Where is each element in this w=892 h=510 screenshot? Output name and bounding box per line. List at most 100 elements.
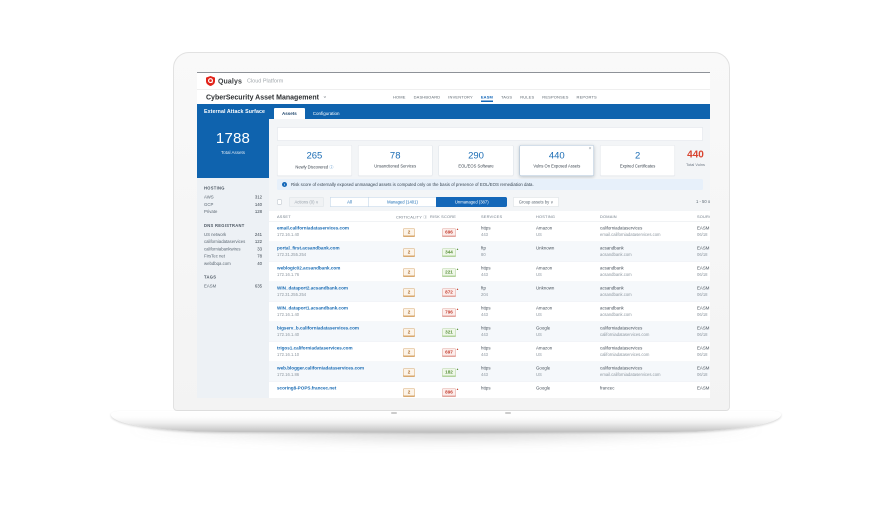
source-date: 06/18 xyxy=(697,232,708,237)
asset-name-link[interactable]: scoring8-POPS.francec.net xyxy=(277,385,337,391)
facet-item[interactable]: Private 128 xyxy=(204,208,262,215)
facet-item-count: 312 xyxy=(254,194,262,200)
nav-item-rules[interactable]: RULES xyxy=(520,94,535,100)
segment-all[interactable]: All xyxy=(330,197,369,207)
nav-item-reports[interactable]: REPORTS xyxy=(576,94,597,100)
asset-cell: WIN_dataport2.acsandbank.com 172.31.255.2… xyxy=(277,286,387,298)
facet-item[interactable]: AWS 312 xyxy=(204,194,262,201)
nav-item-inventory[interactable]: INVENTORY xyxy=(448,94,473,100)
asset-name-link[interactable]: portal_first.acsandbank.com xyxy=(277,245,340,251)
domain-cell: francec xyxy=(600,386,694,391)
risk-score-cell: 796 ▲ xyxy=(429,307,469,317)
facet-item[interactable]: californiabankwires 33 xyxy=(204,245,262,252)
facet-item[interactable]: webdbqa.com 40 xyxy=(204,260,262,267)
service-name: ftp xyxy=(481,285,486,291)
facet-item-count: 140 xyxy=(254,201,262,207)
service-name: https xyxy=(481,225,491,231)
hosting-cell: Amazon US xyxy=(536,266,596,278)
service-port: 443 xyxy=(481,352,488,357)
criticality-cell: 2 xyxy=(389,287,429,297)
search-input[interactable] xyxy=(277,127,703,141)
group-assets-by-dropdown[interactable]: Group assets by ∨ xyxy=(513,197,559,207)
column-header-hosting[interactable]: HOSTING xyxy=(536,214,556,220)
asset-name-link[interactable]: WIN_dataport2.acsandbank.com xyxy=(277,285,348,291)
risk-score-chip: 221 ▲ xyxy=(442,268,459,277)
nav-item-home[interactable]: HOME xyxy=(393,94,406,100)
asset-cell: WIN_dataport1.acsandbank.com 172.16.1.40 xyxy=(277,306,387,318)
criticality-cell: 2 xyxy=(389,347,429,357)
total-assets-box: 1788 Total Assets xyxy=(197,119,269,178)
nav-item-easm[interactable]: EASM xyxy=(480,92,494,102)
asset-ip: 172.16.1.76 xyxy=(277,272,300,277)
chevron-down-icon[interactable]: ∨ xyxy=(322,95,327,99)
services-cell: https 443 xyxy=(481,226,531,238)
asset-name-link[interactable]: bigserv_b.californiadataservices.com xyxy=(277,325,359,331)
select-all-checkbox[interactable] xyxy=(277,199,282,205)
actions-dropdown[interactable]: Actions (0) ∨ xyxy=(289,197,325,207)
nav-item-dashboard[interactable]: DASHBOARD xyxy=(413,94,441,100)
services-cell: https 443 xyxy=(481,326,531,338)
tab-assets[interactable]: Assets xyxy=(274,108,305,119)
column-header-asset[interactable]: ASSET xyxy=(277,214,291,220)
asset-ip: 172.16.1.86 xyxy=(277,372,300,377)
total-vulns-value: 440 xyxy=(687,149,704,160)
facet-item[interactable]: US network 241 xyxy=(204,231,262,238)
domain-cell: acsandbank acsandbank.com xyxy=(600,246,694,258)
app-titlebar: CyberSecurity Asset Management ∨ HOME DAS… xyxy=(197,90,710,104)
nav-item-tags[interactable]: TAGS xyxy=(501,94,513,100)
hosting-region: US xyxy=(536,232,542,237)
segment-managed-1401-[interactable]: Managed (1401) xyxy=(368,197,437,207)
asset-name-link[interactable]: trigos1.californiadataservices.com xyxy=(277,345,353,351)
column-header-sources[interactable]: SOURCES xyxy=(697,214,710,220)
hosting-region: US xyxy=(536,332,542,337)
hosting-provider: Amazon xyxy=(536,225,553,231)
asset-cell: web.blogger.californiadataservices.com 17… xyxy=(277,366,387,378)
facet-item[interactable]: EASM 635 xyxy=(204,283,262,290)
pagination-text: 1 - 50 of 387 xyxy=(696,199,710,204)
pagination: 1 - 50 of 387 ‹ › xyxy=(696,198,710,206)
hosting-cell: Amazon US xyxy=(536,346,596,358)
segment-unmanaged-387-[interactable]: Unmanaged (387) xyxy=(436,197,508,207)
column-header-services[interactable]: SERVICES xyxy=(481,214,503,220)
page-title: External Attack Surface xyxy=(204,108,266,115)
card-label: Unsanctioned Services xyxy=(374,164,417,169)
facet-item-count: 128 xyxy=(254,209,262,214)
criticality-chip: 2 xyxy=(403,288,415,297)
domain-name: acsandbank xyxy=(600,265,624,271)
facet-item[interactable]: FirsTec net 78 xyxy=(204,253,262,260)
summary-card-vulns-on-exposed-assets[interactable]: ✕ 440 Vulns On Exposed Assets xyxy=(519,145,595,176)
hosting-provider: Amazon xyxy=(536,305,553,311)
facet-item[interactable]: californiadataservices 122 xyxy=(204,238,262,245)
domain-cell: acsandbank acsandbank.com xyxy=(600,286,694,298)
table-toolbar: Actions (0) ∨ All Managed (1401) Unmanaged… xyxy=(277,195,710,209)
table-body: email.californiadataservices.com 172.16.1… xyxy=(269,222,710,398)
facet-section-tags: TAGS EASM 635 xyxy=(204,275,262,290)
service-name: https xyxy=(481,325,491,331)
asset-name-link[interactable]: WIN_dataport1.acsandbank.com xyxy=(277,305,348,311)
column-header-domain[interactable]: DOMAIN xyxy=(600,214,617,220)
service-port: 80 xyxy=(481,252,486,257)
facet-item[interactable]: GCP 140 xyxy=(204,201,262,208)
column-header-criticality-[interactable]: CRITICALITY ⓘ xyxy=(396,215,428,220)
domain-cell: californiadataservices email.californiada… xyxy=(600,366,694,378)
nav-item-responses[interactable]: RESPONSES xyxy=(542,94,569,100)
hosting-cell: Google US xyxy=(536,366,596,378)
card-label: EOL/EOS Software xyxy=(458,164,494,169)
tab-configuration[interactable]: Configuration xyxy=(312,111,340,116)
column-header-risk-score[interactable]: RISK SCORE xyxy=(430,214,457,220)
criticality-chip: 2 xyxy=(403,268,415,277)
table-row: trigos1.californiadataservices.com 172.16… xyxy=(269,342,710,362)
asset-name-link[interactable]: weblogic02.acsandbank.com xyxy=(277,265,341,271)
asset-name-link[interactable]: web.blogger.californiadataservices.com xyxy=(277,365,365,371)
card-close-icon[interactable]: ✕ xyxy=(588,146,592,151)
service-port: 443 xyxy=(481,332,488,337)
asset-name-link[interactable]: email.californiadataservices.com xyxy=(277,225,350,231)
hosting-cell: Amazon US xyxy=(536,306,596,318)
hosting-provider: Google xyxy=(536,325,551,331)
service-port: 443 xyxy=(481,232,488,237)
